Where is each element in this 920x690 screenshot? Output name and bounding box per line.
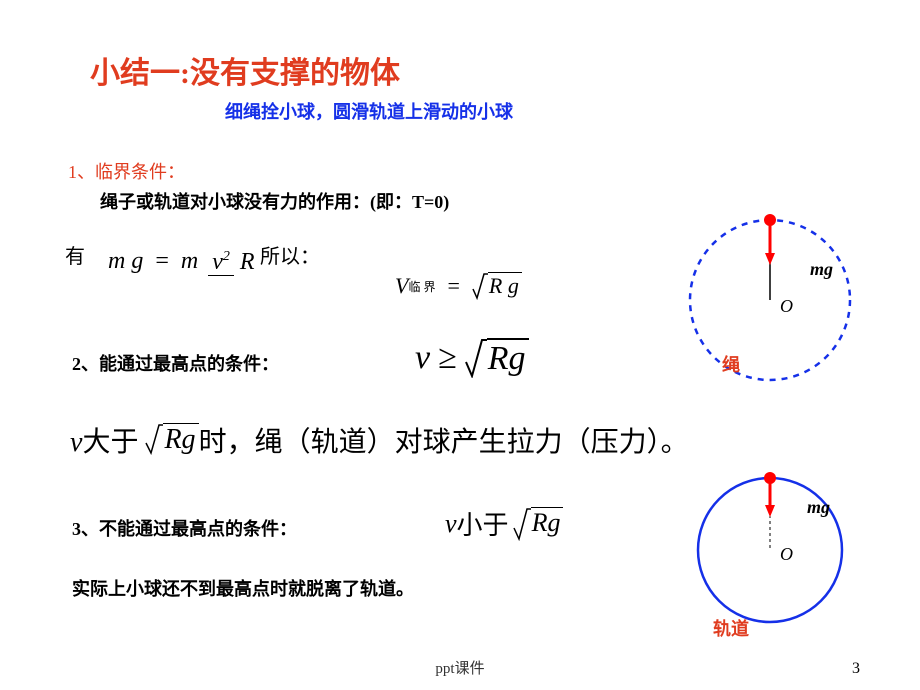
- sym-v: v: [445, 509, 457, 539]
- footer-label: ppt课件: [0, 657, 920, 678]
- svg-text:O: O: [780, 296, 793, 316]
- section3-note: 实际上小球还不到最高点时就脱离了轨道。: [72, 575, 414, 601]
- sqrt-Rg: R g: [472, 272, 522, 300]
- diagram-rope: mg O 绳: [680, 205, 870, 395]
- svg-text:mg: mg: [807, 497, 830, 517]
- statement-v-greater: v大于 Rg 时，绳（轨道）对球产生拉力（压力）。: [70, 420, 689, 460]
- equation-mg: m g = m v2 R: [108, 248, 255, 276]
- equation-cond2: v ≥ Rg: [415, 338, 529, 378]
- diagram-track: mg O 轨道: [680, 465, 870, 655]
- section3-heading: 3、不能通过最高点的条件：: [72, 515, 297, 541]
- label-you: 有: [65, 240, 85, 269]
- equation-vcrit: V 临 界 = R g: [395, 272, 522, 300]
- txt-rest: 时，绳（轨道）对球产生拉力（压力）。: [199, 427, 689, 458]
- eq-m: m: [181, 248, 198, 274]
- sqrt-body: R g: [488, 272, 522, 300]
- label-suoyi: 所以：: [260, 240, 320, 269]
- label-rope: 绳: [722, 351, 740, 377]
- sqrt-body: Rg: [487, 338, 529, 378]
- eq-sign: =: [435, 273, 471, 299]
- sub-linjie: 临 界: [408, 278, 435, 295]
- subtitle: 细绳拴小球，圆滑轨道上滑动的小球: [225, 98, 513, 124]
- slide: 小结一:没有支撑的物体 细绳拴小球，圆滑轨道上滑动的小球 1、临界条件： 绳子或…: [0, 0, 920, 690]
- page-number: 3: [852, 660, 860, 678]
- sqrt-body: Rg: [163, 423, 198, 456]
- sqrt-body: Rg: [531, 507, 564, 541]
- sqrt-sign-icon: [465, 338, 487, 378]
- title: 小结一:没有支撑的物体: [90, 48, 400, 92]
- frac-den: R: [240, 249, 255, 275]
- sqrt-Rg-2: Rg: [465, 338, 529, 378]
- sqrt-Rg-4: Rg: [513, 507, 564, 541]
- sqrt-sign-icon: [513, 507, 531, 541]
- op-geq: ≥: [430, 339, 465, 377]
- equation-cond3: v 小于 Rg: [445, 505, 563, 542]
- sqrt-sign-icon: [145, 423, 163, 455]
- frac-sup: 2: [223, 249, 230, 264]
- svg-text:O: O: [780, 544, 793, 564]
- sqrt-Rg-3: Rg: [145, 423, 198, 456]
- sqrt-sign-icon: [472, 272, 488, 300]
- sym-v: v: [415, 339, 430, 377]
- eq-mg-left: m g: [108, 248, 143, 274]
- section2-heading: 2、能通过最高点的条件：: [72, 350, 279, 376]
- txt-xiaoyu: 小于: [457, 505, 509, 542]
- eq-fraction: v2 R: [208, 249, 254, 276]
- sym-v-it: v: [70, 427, 82, 458]
- svg-text:mg: mg: [810, 259, 833, 279]
- frac-num-v: v: [212, 249, 223, 275]
- txt-dayu: 大于: [82, 427, 138, 458]
- label-track: 轨道: [713, 615, 749, 641]
- section1-heading: 1、临界条件：: [68, 158, 185, 184]
- section1-desc: 绳子或轨道对小球没有力的作用：(即：T=0): [100, 188, 449, 214]
- eq-eq: =: [149, 248, 175, 274]
- sym-V: V: [395, 273, 408, 299]
